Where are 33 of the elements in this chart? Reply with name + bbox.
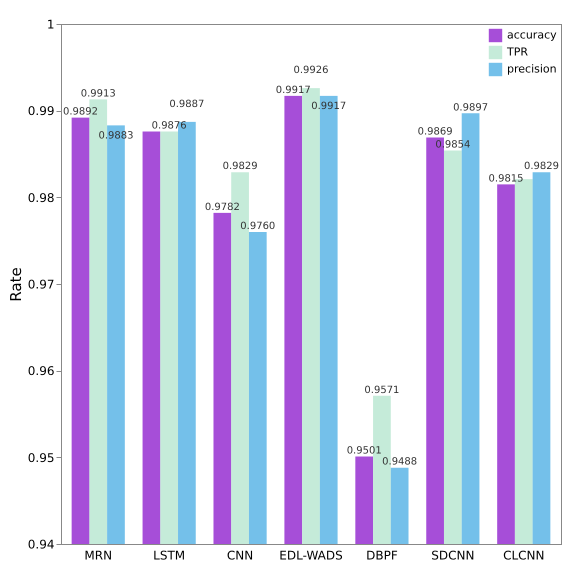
- data-label: 0.9815: [488, 173, 524, 184]
- data-label: 0.9926: [294, 65, 328, 76]
- y-tick-label: 0.98: [28, 190, 54, 205]
- x-tick-label: MRN: [84, 548, 112, 562]
- y-tick-label: 0.96: [28, 364, 54, 378]
- x-tick-label: LSTM: [153, 548, 186, 562]
- data-label: 0.9760: [240, 221, 276, 232]
- legend-label: TPR: [506, 46, 528, 58]
- legend-label: precision: [507, 62, 557, 76]
- data-label: 0.9488: [382, 456, 418, 468]
- data-label: 0.9913: [80, 88, 116, 100]
- legend-label: accuracy: [507, 28, 558, 42]
- y-axis-title: Rate: [6, 267, 25, 302]
- x-tick-label: SDCNN: [431, 548, 474, 562]
- data-label: 0.9829: [524, 161, 559, 172]
- data-label: 0.9892: [63, 106, 98, 118]
- data-label: 0.9829: [222, 161, 258, 172]
- y-tick-label: 0.94: [28, 538, 54, 552]
- data-label: 0.9897: [453, 102, 488, 114]
- data-label: 0.9917: [276, 84, 311, 96]
- y-tick-label: 0.95: [28, 450, 54, 465]
- data-label: 0.9887: [169, 98, 204, 110]
- y-tick-label: 0.99: [28, 104, 54, 118]
- x-tick-label: CLCNN: [503, 548, 544, 562]
- y-tick-label: 1: [46, 18, 54, 32]
- y-tick-label: 0.97: [28, 278, 54, 292]
- x-tick-label: CNN: [226, 548, 254, 562]
- x-tick-label: EDL-WADS: [279, 548, 343, 562]
- x-tick-label: DBPF: [366, 548, 398, 562]
- data-label: 0.9869: [418, 126, 453, 138]
- data-label: 0.9501: [346, 445, 382, 456]
- data-label: 0.9571: [364, 384, 400, 396]
- data-label: 0.9782: [204, 202, 240, 213]
